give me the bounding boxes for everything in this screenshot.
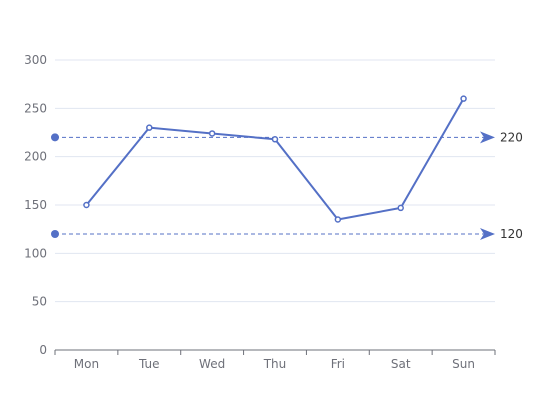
data-points [83, 95, 467, 223]
mark-line-label: 120 [500, 227, 523, 241]
series-line [85, 98, 465, 221]
x-tick-label: Mon [74, 357, 99, 371]
data-point-fri[interactable] [334, 216, 342, 223]
y-axis-tick-labels: 0 50 100 150 200 250 300 [24, 53, 47, 357]
mark-line-120: 120 [51, 227, 523, 241]
x-axis-tick-labels: Mon Tue Wed Thu Fri Sat Sun [74, 357, 475, 371]
data-point-tue[interactable] [146, 124, 153, 131]
data-point-thu[interactable] [271, 136, 279, 143]
mark-line-label: 220 [500, 130, 523, 144]
mark-line-arrow [480, 131, 495, 144]
y-tick-label: 50 [32, 295, 47, 309]
series-layer [85, 98, 465, 221]
y-tick-label: 0 [39, 343, 47, 357]
grid-lines [55, 59, 495, 303]
x-tick-label: Sat [391, 357, 411, 371]
y-tick-label: 300 [24, 53, 47, 67]
x-axis [54, 349, 496, 355]
mark-line-220: 220 [51, 130, 523, 144]
x-tick-label: Tue [138, 357, 160, 371]
y-tick-label: 250 [24, 101, 47, 115]
data-point-mon[interactable] [83, 201, 90, 209]
x-tick-label: Thu [263, 357, 287, 371]
mark-line-arrow [480, 228, 495, 240]
y-tick-label: 100 [24, 246, 47, 260]
y-tick-label: 150 [24, 198, 47, 212]
data-point-sun[interactable] [460, 95, 467, 102]
x-tick-label: Wed [199, 357, 225, 371]
data-point-sat[interactable] [397, 204, 404, 212]
mark-lines: 220 120 [51, 130, 523, 241]
data-point-wed[interactable] [208, 130, 216, 137]
x-tick-label: Fri [331, 357, 345, 371]
y-tick-label: 200 [24, 150, 47, 164]
x-tick-label: Sun [452, 357, 475, 371]
